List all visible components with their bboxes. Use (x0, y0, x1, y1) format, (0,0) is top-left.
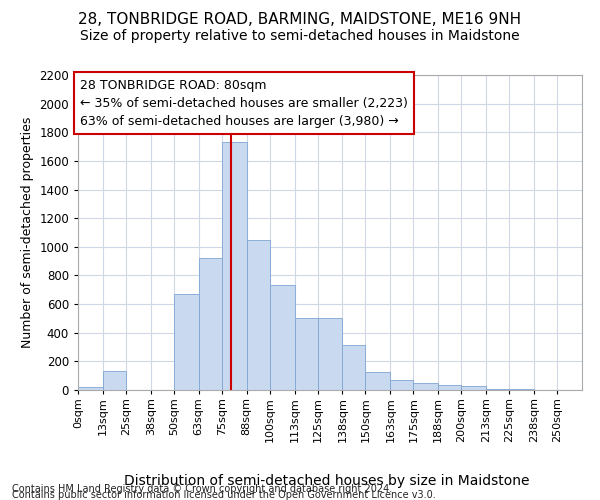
Bar (78, 387, 103, 390)
Bar (317, 318, 343, 390)
Bar (486, 388, 509, 390)
Bar (343, 345, 365, 390)
Bar (295, 318, 317, 390)
Text: 28 TONBRIDGE ROAD: 80sqm
← 35% of semi-detached houses are smaller (2,223)
63% o: 28 TONBRIDGE ROAD: 80sqm ← 35% of semi-d… (80, 78, 408, 128)
Bar (174, 294, 199, 390)
Text: Contains HM Land Registry data © Crown copyright and database right 2024.: Contains HM Land Registry data © Crown c… (12, 484, 392, 494)
Y-axis label: Number of semi-detached properties: Number of semi-detached properties (20, 117, 34, 348)
Text: Size of property relative to semi-detached houses in Maidstone: Size of property relative to semi-detach… (80, 29, 520, 43)
Bar (247, 240, 269, 390)
Text: Contains public sector information licensed under the Open Government Licence v3: Contains public sector information licen… (12, 490, 436, 500)
Bar (413, 383, 438, 390)
Text: 28, TONBRIDGE ROAD, BARMING, MAIDSTONE, ME16 9NH: 28, TONBRIDGE ROAD, BARMING, MAIDSTONE, … (79, 12, 521, 26)
Bar (365, 372, 391, 390)
Bar (222, 142, 247, 390)
Bar (199, 258, 222, 390)
Bar (438, 385, 461, 390)
Bar (391, 380, 413, 390)
Bar (269, 286, 295, 390)
Text: Distribution of semi-detached houses by size in Maidstone: Distribution of semi-detached houses by … (124, 474, 530, 488)
Bar (103, 372, 126, 390)
Bar (461, 386, 486, 390)
